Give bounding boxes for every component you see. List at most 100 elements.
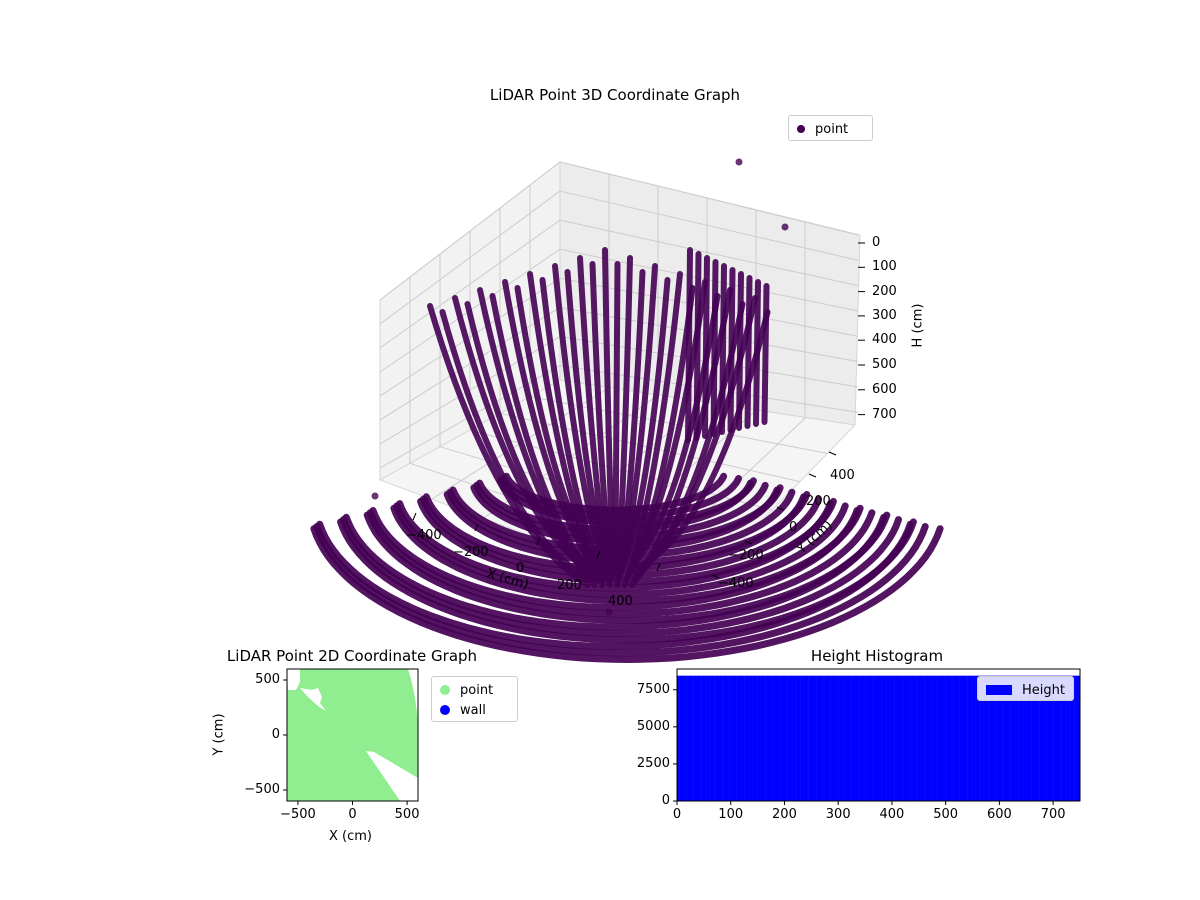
3d-z-tick-label: 600 <box>872 381 897 397</box>
3d-gridline <box>559 161 859 236</box>
histogram-bar <box>1069 675 1073 801</box>
histogram-bar <box>811 675 815 801</box>
histogram-bar <box>824 675 828 801</box>
2d-x-tick-label: 0 <box>348 807 357 822</box>
legend-item-wall: wall <box>440 700 509 720</box>
legend-item-point: point <box>797 119 864 139</box>
histogram-bar <box>1055 675 1059 801</box>
histogram-bar <box>711 675 715 801</box>
3d-point-arc <box>366 509 876 618</box>
3d-y-tick <box>828 451 837 456</box>
histogram-y-tick-label: 5000 <box>636 718 670 734</box>
histogram-bar <box>835 675 839 801</box>
histogram-bar <box>797 675 801 801</box>
2d-chart-title: LiDAR Point 2D Coordinate Graph <box>226 647 478 665</box>
histogram-bar <box>1061 675 1065 801</box>
histogram-bar <box>682 675 686 801</box>
histogram-bar <box>878 675 882 801</box>
histogram-bar <box>961 675 965 801</box>
histogram-bar <box>776 675 780 801</box>
histogram-bar <box>1010 675 1014 801</box>
3d-gridline <box>559 219 859 287</box>
3d-y-tick <box>808 473 817 478</box>
histogram-y-tick-label: 2500 <box>636 755 670 771</box>
3d-point-strand <box>753 279 761 427</box>
histogram-bar <box>795 675 799 801</box>
3d-point-strand <box>439 309 593 582</box>
histogram-bar <box>1071 675 1075 801</box>
histogram-x-tick-label: 600 <box>986 807 1012 822</box>
3d-outlier-point <box>781 223 789 231</box>
histogram-bar <box>894 675 898 801</box>
histogram-bar <box>902 675 906 801</box>
histogram-bar <box>985 675 989 801</box>
3d-point-strand <box>477 287 598 588</box>
histogram-bar <box>846 675 850 801</box>
3d-legend: point <box>788 115 873 141</box>
3d-z-tick-label: 300 <box>872 307 897 323</box>
3d-point-strand <box>744 275 753 429</box>
histogram-bar <box>883 675 887 801</box>
histogram-bar <box>862 675 866 801</box>
histogram-bar <box>738 675 742 801</box>
legend-label: point <box>815 121 849 137</box>
histogram-bar <box>1007 675 1011 801</box>
histogram-bar <box>714 675 718 801</box>
2d-y-tick-label: 0 <box>271 727 280 742</box>
histogram-bar <box>687 675 691 801</box>
3d-point-strand <box>693 251 702 441</box>
histogram-bar <box>918 675 922 801</box>
3d-point-strand <box>589 261 615 582</box>
histogram-bar <box>886 675 890 801</box>
histogram-bar <box>942 675 946 801</box>
histogram-bar <box>897 675 901 801</box>
histogram-bar <box>1028 675 1032 801</box>
histogram-bar <box>873 675 877 801</box>
histogram-x-tick-label: 700 <box>1040 807 1066 822</box>
histogram-bar <box>875 675 879 801</box>
histogram-bar <box>679 675 683 801</box>
3d-outlier-point <box>735 158 743 166</box>
3d-x-tick-label: −200 <box>453 545 489 560</box>
histogram-bar <box>1002 675 1005 801</box>
histogram-bar <box>854 675 858 801</box>
histogram-bar <box>908 675 911 801</box>
histogram-bar <box>1039 675 1043 801</box>
histogram-bar <box>757 675 761 801</box>
histogram-bar <box>959 675 962 801</box>
histogram-bar <box>1045 675 1048 801</box>
histogram-bar <box>741 675 745 801</box>
histogram-bar <box>1026 675 1030 801</box>
histogram-bar <box>749 675 753 801</box>
histogram-bar <box>830 675 834 801</box>
histogram-bar <box>832 675 836 801</box>
3d-x-tick <box>536 537 541 546</box>
histogram-bar <box>784 675 788 801</box>
histogram-bar <box>889 675 893 801</box>
2d-x-tick-label: −500 <box>280 807 316 822</box>
histogram-y-tick-label: 7500 <box>636 681 670 697</box>
histogram-bar <box>851 675 855 801</box>
3d-y-tick-label: 200 <box>806 494 831 509</box>
3d-point-arc <box>393 502 849 599</box>
histogram-bar <box>988 675 992 801</box>
histogram-bar <box>1047 675 1051 801</box>
histogram-bar <box>789 675 793 801</box>
histogram-bar <box>706 675 710 801</box>
histogram-bar <box>910 675 914 801</box>
histogram-bar <box>921 675 925 801</box>
legend-item-height: Height <box>986 680 1065 700</box>
histogram-x-tick-label: 400 <box>879 807 905 822</box>
legend-label: point <box>460 682 494 698</box>
3d-y-tick-label: 400 <box>830 468 855 483</box>
histogram-bar <box>891 675 895 801</box>
histogram-bar <box>1042 675 1046 801</box>
3d-point-strand <box>602 247 617 576</box>
histogram-bar <box>991 675 995 801</box>
3d-point-strand <box>702 255 710 439</box>
histogram-bar <box>929 675 933 801</box>
histogram-axes-frame <box>676 668 1081 802</box>
3d-point-arc <box>396 500 834 592</box>
histogram-bar <box>1058 675 1062 801</box>
histogram-bar <box>1023 675 1027 801</box>
